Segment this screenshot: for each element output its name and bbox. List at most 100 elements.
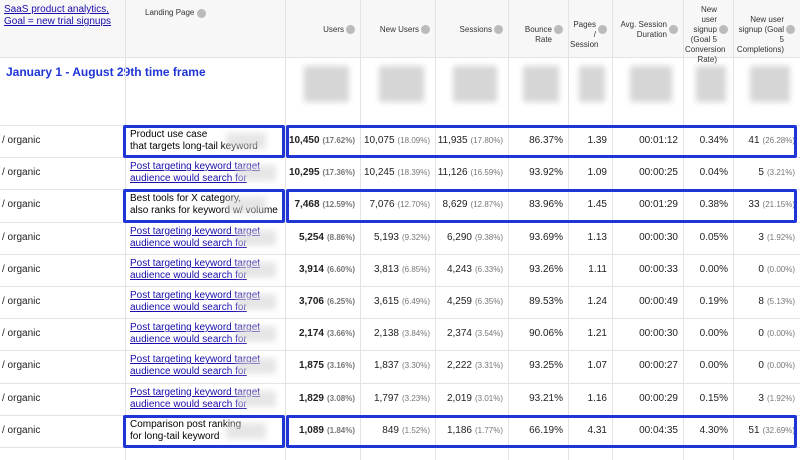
value: 3,914	[298, 263, 324, 275]
value: 7,076	[369, 199, 395, 211]
blurred-total	[695, 66, 726, 102]
header-text: Completions)	[736, 45, 784, 54]
column-divider	[285, 0, 286, 460]
cell: 5,254 (8.86%)	[299, 232, 355, 243]
help-icon	[494, 25, 503, 34]
value: 2,174	[298, 328, 324, 340]
value: 1.21	[587, 328, 607, 340]
value: 1.39	[587, 135, 607, 146]
blurred-url	[236, 358, 276, 375]
value: 1.09	[587, 167, 607, 179]
landing-page: Product use case that targets long-tail k…	[130, 129, 258, 153]
header-text: signup (Goal 5	[738, 25, 784, 44]
value: 0.00%	[699, 360, 728, 372]
value: 00:00:25	[639, 167, 678, 179]
value: 2,374	[446, 328, 472, 340]
header-text: Conversion	[685, 45, 726, 54]
cell: 8,629 (12.87%)	[443, 199, 504, 210]
cell: 86.37%	[529, 135, 563, 146]
percent: (9.38%)	[474, 232, 503, 242]
blurred-url	[226, 197, 266, 214]
percent: (3.66%)	[326, 329, 355, 339]
percent: (12.70%)	[397, 200, 430, 210]
blurred-url	[226, 133, 266, 149]
cell: 11,126 (16.59%)	[438, 167, 503, 178]
landing-line: audience would search for	[130, 237, 247, 249]
row-divider	[0, 382, 800, 384]
cell: 66.19%	[529, 425, 563, 436]
blurred-url	[236, 294, 276, 310]
column-header: Sessions	[437, 25, 492, 35]
cell: 93.25%	[529, 360, 563, 371]
value: 93.21%	[529, 392, 563, 404]
landing-line: audience would search for	[130, 269, 247, 281]
percent: (3.30%)	[401, 361, 430, 371]
header-text: Session	[570, 40, 599, 49]
column-header: Users	[287, 25, 344, 35]
highlight-box	[123, 414, 285, 448]
value: 93.69%	[529, 231, 563, 243]
cell: 2,019 (3.01%)	[447, 393, 503, 404]
landing-page: Post targeting keyword target audience wo…	[130, 226, 260, 250]
percent: (3.54%)	[474, 329, 503, 339]
cell: 1,797 (3.23%)	[374, 393, 430, 404]
value: 2,019	[446, 392, 472, 404]
value: 0.19%	[699, 296, 728, 307]
landing-line: that targets long-tail keyword	[130, 141, 258, 152]
blurred-url	[236, 326, 276, 343]
value: 3,615	[373, 296, 399, 307]
value: 10,075	[363, 135, 395, 146]
percent: (6.33%)	[474, 264, 503, 274]
percent: (17.80%)	[470, 136, 503, 145]
timeframe: January 1 - August 29th time frame	[6, 65, 206, 79]
value: 7,468	[294, 199, 320, 211]
cell: 93.21%	[529, 393, 563, 404]
cell: 4.30%	[700, 425, 728, 436]
landing-line: audience would search for	[130, 334, 247, 346]
value: 0	[758, 328, 764, 340]
header-bar	[0, 0, 800, 57]
blurred-total	[523, 66, 559, 102]
value: 4,259	[446, 296, 472, 307]
percent: (32.69%)	[762, 425, 795, 435]
cell: 1.45	[588, 199, 607, 210]
cell: 3 (1.92%)	[758, 393, 795, 404]
landing-line: also ranks for keyword w/ volume	[130, 205, 278, 217]
row-divider	[0, 57, 800, 58]
value: 1.07	[587, 360, 607, 372]
cell: 93.26%	[529, 264, 563, 275]
percent: (6.85%)	[401, 264, 430, 274]
blurred-url	[236, 229, 276, 246]
blurred-total	[749, 66, 790, 102]
value: 10,245	[363, 167, 395, 179]
note: SaaS product analytics, Goal = new trial…	[4, 4, 111, 28]
header-text: New user	[700, 5, 717, 24]
row-divider	[0, 253, 800, 255]
cell: 1.13	[588, 232, 607, 243]
cell: 10,295 (17.36%)	[289, 167, 355, 178]
value: 5,193	[373, 231, 399, 243]
cell: 3 (1.92%)	[758, 232, 795, 243]
percent: (16.59%)	[470, 168, 503, 178]
cell: 5,193 (9.32%)	[374, 232, 430, 243]
percent: (18.39%)	[397, 168, 430, 178]
cell: 6,290 (9.38%)	[447, 232, 503, 243]
value: 86.37%	[529, 135, 563, 146]
cell: 33 (21.15%)	[748, 199, 795, 210]
percent: (3.84%)	[401, 329, 430, 339]
value: 10,295	[288, 167, 320, 179]
landing-line: audience would search for	[130, 366, 247, 378]
row-divider	[0, 318, 800, 320]
column-header: Pages / Session	[570, 20, 599, 50]
cell: 3,615 (6.49%)	[374, 296, 430, 307]
value: 00:00:30	[639, 231, 678, 243]
cell: 00:00:49	[639, 296, 678, 307]
cell: 0.04%	[700, 167, 728, 178]
percent: (26.28%)	[762, 136, 795, 145]
landing-line: audience would search for	[130, 398, 247, 410]
value: 1.11	[588, 263, 607, 275]
column-header: New Users	[362, 25, 419, 35]
cell: 1,829 (3.08%)	[299, 393, 355, 404]
cell: 1.11	[588, 264, 607, 275]
